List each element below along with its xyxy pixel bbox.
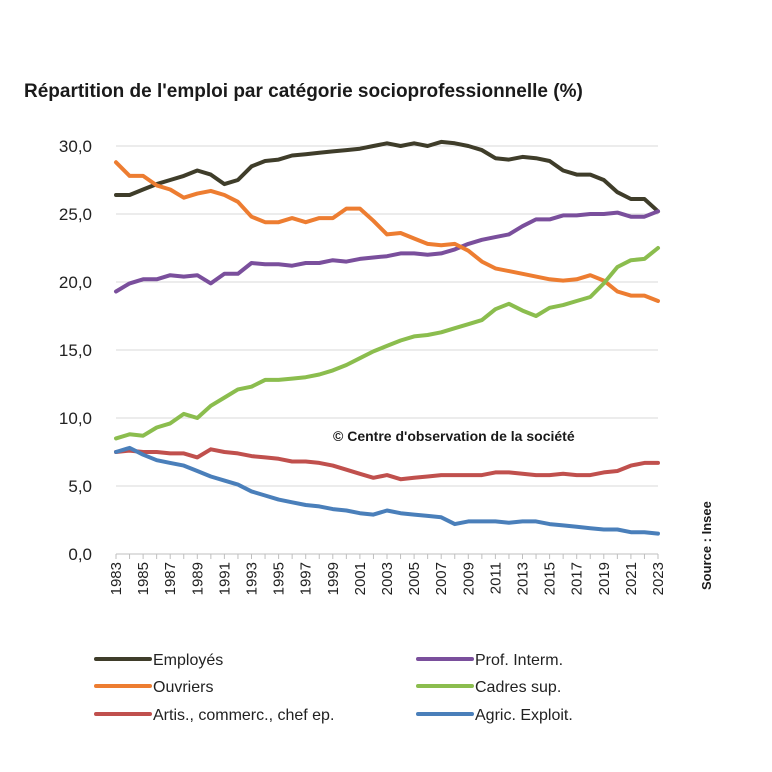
y-axis: 0,0 5,0 10,0 15,0 20,0 25,0 30,0 <box>59 137 92 564</box>
x-tick-label: 1997 <box>298 562 315 595</box>
source-note: Source : Insee <box>699 501 714 590</box>
legend-label: Agric. Exploit. <box>475 707 573 724</box>
legend-label: Prof. Interm. <box>475 652 563 669</box>
x-tick-label: 2009 <box>460 562 477 595</box>
x-tick-label: 1991 <box>216 562 233 595</box>
x-tick-label: 2023 <box>650 562 667 595</box>
x-tick-label: 1985 <box>135 562 152 595</box>
legend-label: Ouvriers <box>153 679 213 696</box>
x-tick-label: 2015 <box>542 562 559 595</box>
x-tick-label: 2001 <box>352 562 369 595</box>
y-tick-label: 20,0 <box>59 273 92 292</box>
series-line <box>114 445 660 536</box>
series-group <box>114 139 660 536</box>
y-tick-label: 0,0 <box>68 545 92 564</box>
legend-label: Employés <box>153 652 223 669</box>
series-line <box>114 209 660 294</box>
x-tick-label: 2019 <box>596 562 613 595</box>
series-line <box>114 139 660 214</box>
x-tick-label: 2021 <box>623 562 640 595</box>
x-tick-label: 1999 <box>325 562 342 595</box>
chart-title: Répartition de l'emploi par catégorie so… <box>24 81 583 102</box>
x-tick-label: 1995 <box>271 562 288 595</box>
x-tick-label: 2003 <box>379 562 396 595</box>
y-tick-label: 30,0 <box>59 137 92 156</box>
x-tick-label: 1987 <box>162 562 179 595</box>
y-tick-label: 5,0 <box>68 477 92 496</box>
legend-label: Artis., commerc., chef ep. <box>153 707 334 724</box>
x-tick-label: 2007 <box>433 562 450 595</box>
y-tick-label: 25,0 <box>59 205 92 224</box>
y-tick-label: 10,0 <box>59 409 92 428</box>
x-tick-label: 2011 <box>487 562 504 594</box>
x-tick-label: 1993 <box>244 562 261 595</box>
x-tick-label: 2017 <box>569 562 586 595</box>
legend: Employés Prof. Interm. Ouvriers Cadres sup.… <box>94 652 573 724</box>
x-tick-label: 1983 <box>108 562 125 595</box>
x-axis: 1983 1985 1987 1989 1991 1993 1995 1997 1999 2001… <box>108 554 667 595</box>
grid <box>116 145 658 555</box>
copyright-annotation: © Centre d'observation de la société <box>333 428 575 444</box>
y-tick-label: 15,0 <box>59 341 92 360</box>
legend-label: Cadres sup. <box>475 679 561 696</box>
x-tick-label: 1989 <box>189 562 206 595</box>
series-line <box>114 160 660 303</box>
series-line <box>114 246 660 441</box>
series-line <box>114 447 660 482</box>
x-tick-label: 2013 <box>515 562 532 595</box>
x-tick-label: 2005 <box>406 562 423 595</box>
